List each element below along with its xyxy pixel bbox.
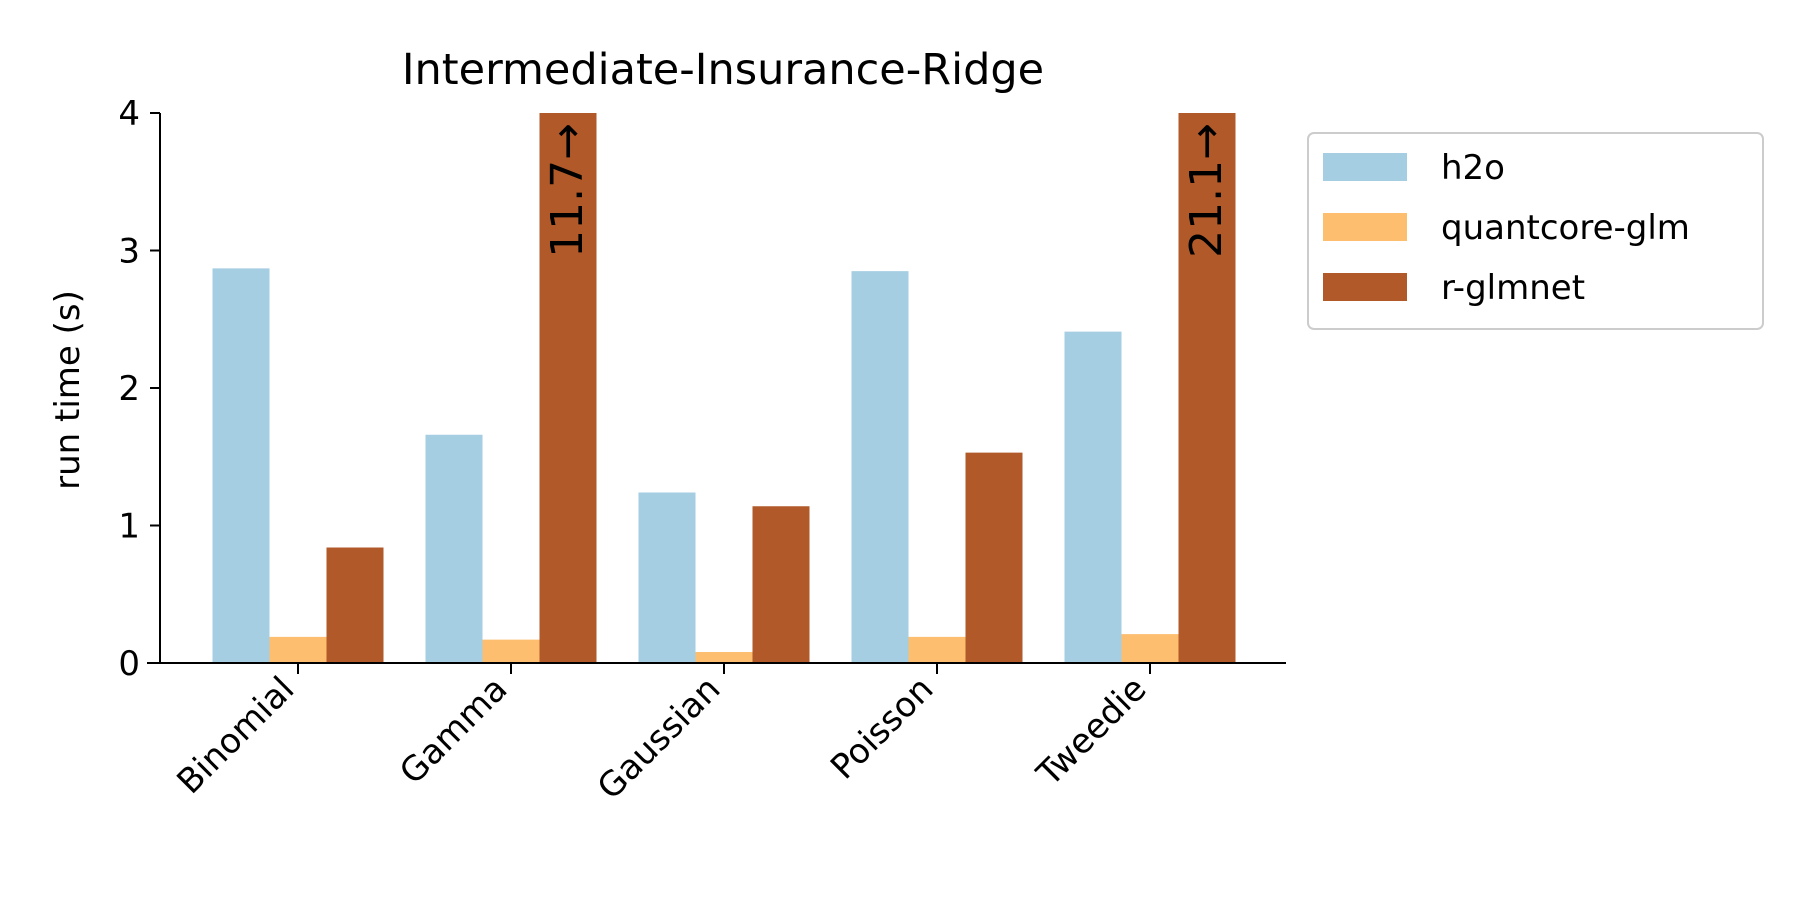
bar-gamma-quantcore-glm bbox=[482, 639, 540, 663]
annotation-tweedie: 21.1→ bbox=[1181, 123, 1232, 258]
bar-gaussian-quantcore-glm bbox=[695, 652, 753, 663]
bar-poisson-h2o bbox=[851, 271, 909, 663]
bar-binomial-r-glmnet bbox=[326, 547, 384, 663]
legend-swatch-h2o bbox=[1323, 153, 1407, 181]
bar-tweedie-h2o bbox=[1064, 331, 1122, 663]
bar-tweedie-r-glmnet bbox=[1178, 113, 1236, 663]
bar-gamma-r-glmnet bbox=[539, 113, 597, 663]
bar-binomial-quantcore-glm bbox=[269, 636, 327, 663]
legend-label-r-glmnet: r-glmnet bbox=[1441, 268, 1585, 308]
x-tick-label-binomial: Binomial bbox=[169, 669, 302, 802]
y-axis-label: run time (s) bbox=[48, 290, 88, 490]
x-tick-label-poisson: Poisson bbox=[823, 669, 941, 787]
y-tick-label-4: 4 bbox=[118, 94, 140, 134]
bar-gaussian-h2o bbox=[638, 492, 696, 663]
x-tick-label-gamma: Gamma bbox=[392, 669, 515, 792]
x-tick-label-gaussian: Gaussian bbox=[590, 669, 729, 808]
plot-area: 11.7→ 21.1→ 0 1 2 3 4 Binomial Gamma Gaussian Pois… bbox=[118, 94, 1286, 808]
bar-poisson-quantcore-glm bbox=[908, 636, 966, 663]
legend-frame bbox=[1307, 132, 1764, 330]
bar-tweedie-quantcore-glm bbox=[1121, 634, 1179, 663]
y-tick-label-0: 0 bbox=[118, 644, 140, 684]
y-tick-label-3: 3 bbox=[118, 232, 140, 272]
annotation-gamma: 11.7→ bbox=[542, 123, 593, 258]
bar-gaussian-r-glmnet bbox=[752, 506, 810, 663]
chart-title: Intermediate-Insurance-Ridge bbox=[402, 45, 1044, 95]
legend-label-h2o: h2o bbox=[1441, 148, 1505, 188]
legend: h2o quantcore-glm r-glmnet bbox=[1307, 132, 1764, 330]
bar-poisson-r-glmnet bbox=[965, 452, 1023, 663]
y-tick-label-2: 2 bbox=[118, 369, 140, 409]
x-tick-label-tweedie: Tweedie bbox=[1029, 669, 1155, 795]
y-tick-label-1: 1 bbox=[118, 507, 140, 547]
bar-gamma-h2o bbox=[425, 434, 483, 663]
legend-label-quantcore-glm: quantcore-glm bbox=[1441, 208, 1690, 248]
bar-binomial-h2o bbox=[212, 268, 270, 663]
legend-swatch-r-glmnet bbox=[1323, 273, 1407, 301]
legend-swatch-quantcore-glm bbox=[1323, 213, 1407, 241]
